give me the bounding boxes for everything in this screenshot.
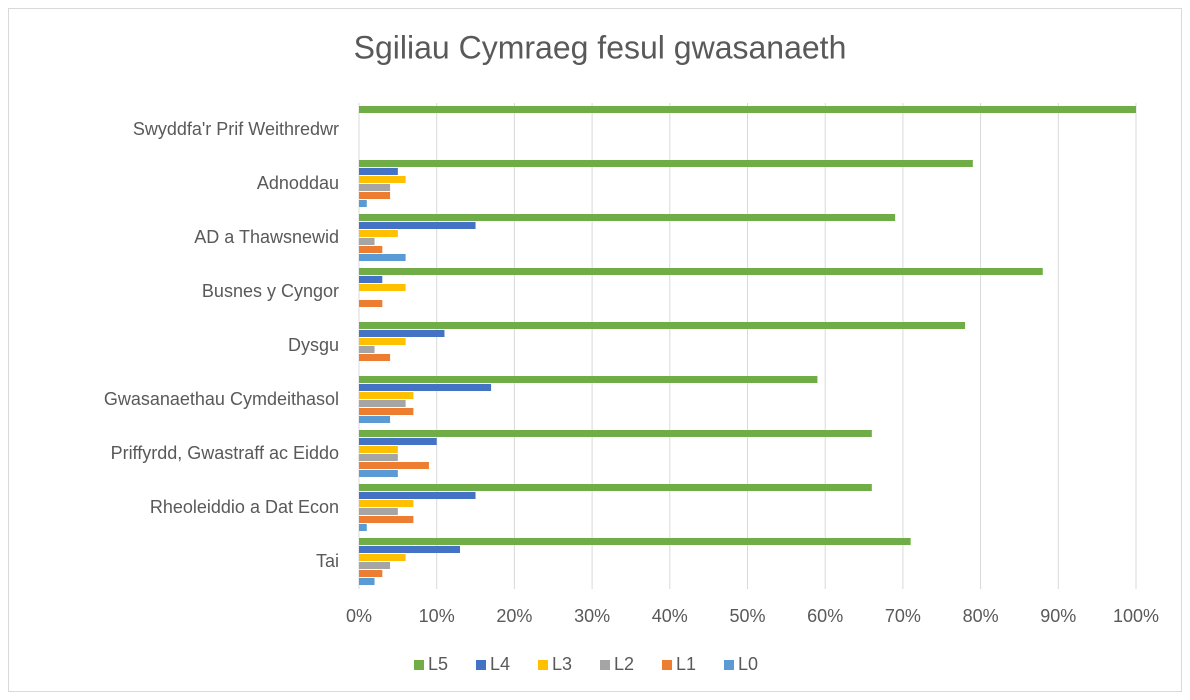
y-tick-label: Dysgu (288, 335, 339, 355)
bar (359, 384, 492, 391)
x-tick-label: 30% (574, 606, 610, 626)
legend-label: L1 (676, 654, 696, 674)
x-tick-label: 0% (346, 606, 372, 626)
bar (359, 438, 437, 445)
legend-label: L5 (428, 654, 448, 674)
bar (359, 346, 375, 353)
bar (359, 222, 476, 229)
bar (359, 176, 406, 183)
bar (359, 300, 383, 307)
legend-swatch (724, 660, 734, 670)
bar (359, 354, 391, 361)
bar (359, 168, 398, 175)
bar (359, 330, 445, 337)
x-tick-label: 20% (496, 606, 532, 626)
bar (359, 500, 414, 507)
x-tick-label: 70% (885, 606, 921, 626)
bar (359, 376, 818, 383)
bar (359, 284, 406, 291)
bar (359, 470, 398, 477)
y-tick-label: Busnes y Cyngor (202, 281, 339, 301)
chart-border (8, 8, 1182, 692)
y-tick-label: AD a Thawsnewid (194, 227, 339, 247)
x-tick-label: 60% (807, 606, 843, 626)
bar (359, 578, 375, 585)
bar (359, 246, 383, 253)
x-tick-label: 80% (963, 606, 999, 626)
y-tick-label: Swyddfa'r Prif Weithredwr (133, 119, 339, 139)
y-tick-label: Gwasanaethau Cymdeithasol (104, 389, 339, 409)
bar (359, 160, 973, 167)
x-tick-label: 90% (1040, 606, 1076, 626)
bar (359, 392, 414, 399)
bar (359, 446, 398, 453)
y-tick-label: Priffyrdd, Gwastraff ac Eiddo (111, 443, 339, 463)
y-tick-label: Tai (316, 551, 339, 571)
bar (359, 454, 398, 461)
y-tick-label: Adnoddau (257, 173, 339, 193)
bar (359, 238, 375, 245)
bar (359, 554, 406, 561)
legend-swatch (600, 660, 610, 670)
bar (359, 230, 398, 237)
bar (359, 400, 406, 407)
bar (359, 416, 391, 423)
bar (359, 184, 391, 191)
bar (359, 106, 1136, 113)
bar (359, 254, 406, 261)
bar (359, 268, 1043, 275)
x-tick-label: 10% (419, 606, 455, 626)
bar (359, 322, 966, 329)
bar (359, 430, 872, 437)
bar (359, 538, 911, 545)
x-tick-label: 100% (1113, 606, 1159, 626)
legend-label: L3 (552, 654, 572, 674)
bar (359, 546, 461, 553)
bar (359, 508, 398, 515)
legend-label: L2 (614, 654, 634, 674)
bar (359, 200, 367, 207)
legend-swatch (662, 660, 672, 670)
bar (359, 524, 367, 531)
x-tick-label: 40% (652, 606, 688, 626)
x-tick-label: 50% (729, 606, 765, 626)
bar (359, 276, 383, 283)
bar (359, 192, 391, 199)
bar (359, 338, 406, 345)
bar (359, 484, 872, 491)
legend-swatch (538, 660, 548, 670)
bar (359, 408, 414, 415)
y-tick-label: Rheoleiddio a Dat Econ (150, 497, 339, 517)
bar (359, 570, 383, 577)
bar (359, 214, 896, 221)
legend-swatch (476, 660, 486, 670)
chart-title: Sgiliau Cymraeg fesul gwasanaeth (354, 29, 847, 65)
bar (359, 516, 414, 523)
legend-label: L4 (490, 654, 510, 674)
legend-label: L0 (738, 654, 758, 674)
bar (359, 462, 429, 469)
bar (359, 492, 476, 499)
legend-swatch (414, 660, 424, 670)
bar (359, 562, 391, 569)
